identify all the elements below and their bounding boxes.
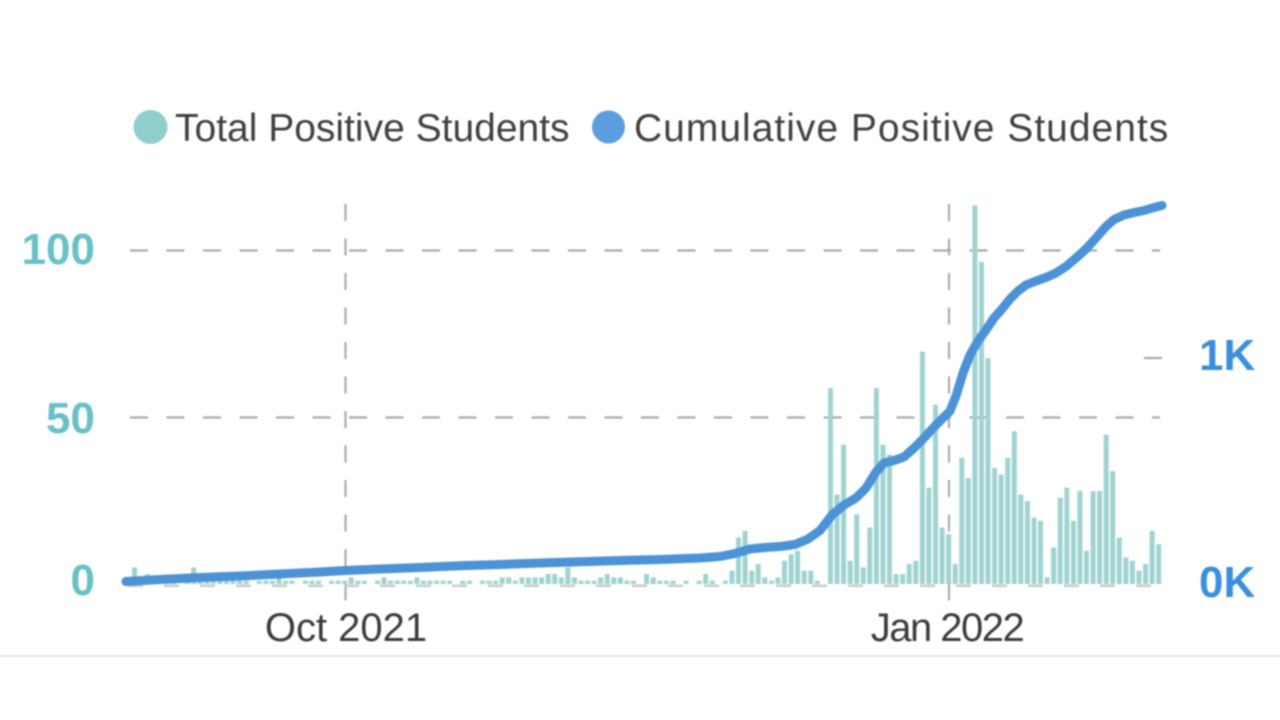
svg-text:0: 0 xyxy=(71,556,95,605)
svg-text:Total Positive Students: Total Positive Students xyxy=(175,107,570,150)
svg-text:Oct 2021: Oct 2021 xyxy=(265,606,427,650)
svg-text:0K: 0K xyxy=(1199,558,1255,607)
svg-text:100: 100 xyxy=(22,225,95,274)
svg-text:Cumulative Positive Students: Cumulative Positive Students xyxy=(634,107,1169,150)
svg-text:1K: 1K xyxy=(1199,331,1255,380)
svg-text:Jan 2022: Jan 2022 xyxy=(871,606,1024,650)
svg-text:50: 50 xyxy=(46,394,95,443)
